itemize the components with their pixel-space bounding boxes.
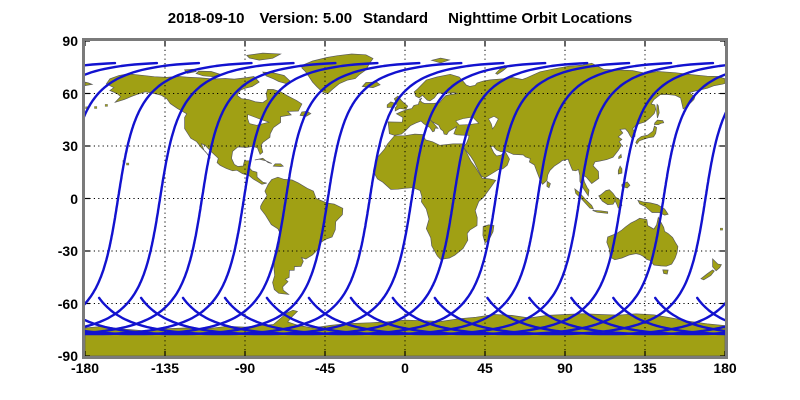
y-axis-label: 0: [70, 190, 78, 207]
land-borneo: [598, 189, 618, 205]
lake-great_lakes: [247, 114, 271, 126]
x-axis-label: -45: [314, 360, 336, 376]
title-version: Version: 5.00: [259, 10, 353, 27]
title-date: 2018-09-10: [167, 10, 245, 27]
island-dot: [94, 106, 98, 109]
island-dot: [126, 162, 130, 166]
land-ellesmere: [246, 52, 282, 61]
land-south_america: [260, 176, 344, 295]
orbit-track: [433, 111, 725, 336]
y-axis-label: 30: [62, 138, 78, 154]
land-greenland: [301, 53, 374, 95]
island-dot: [720, 227, 723, 231]
x-axis-label: -180: [70, 360, 100, 376]
orbit-track: [85, 61, 337, 335]
x-axis-label: 0: [401, 360, 409, 376]
orbit-track: [85, 61, 295, 328]
land-tasmania: [662, 269, 669, 275]
lake-black_sea: [455, 116, 480, 126]
land-svalbard: [430, 57, 451, 64]
land-sri_lanka: [546, 180, 551, 189]
land-nz_south: [700, 269, 715, 281]
x-axis-label: -90: [234, 360, 256, 376]
land-japan_honshu: [635, 125, 657, 145]
y-axis-label: -60: [57, 295, 78, 312]
land-cuba: [254, 157, 272, 164]
land-luzon: [617, 165, 623, 175]
island-dot: [104, 104, 108, 107]
orbit-track: [85, 61, 201, 118]
land-north_america: [105, 73, 303, 185]
land-java: [592, 210, 609, 214]
orbit-track: [85, 61, 253, 306]
x-axis-label: 90: [557, 360, 573, 376]
land-japan_hokkaido: [653, 119, 665, 125]
y-axis-label: 90: [62, 33, 78, 49]
x-axis-label: 180: [713, 360, 737, 376]
x-axis-label: 45: [477, 360, 493, 376]
map-svg: [85, 41, 725, 356]
land-eurasia: [387, 62, 725, 197]
y-axis-label: -30: [57, 243, 78, 259]
land-taiwan: [618, 153, 622, 160]
x-axis-label: 135: [633, 360, 657, 376]
land-sakhalin: [656, 103, 660, 119]
title-name: Nighttime Orbit Locations: [448, 10, 633, 27]
plot-title: 2018-09-10 Version: 5.00 Standard Nightt…: [0, 10, 800, 30]
y-axis-label: 60: [62, 85, 78, 102]
land-hispaniola: [272, 163, 285, 167]
lake-caspian_sea: [488, 115, 499, 130]
y-axis-label: -90: [57, 348, 78, 364]
land-victoria: [195, 70, 222, 78]
land-australia: [606, 216, 679, 267]
land-chukotka_west_sliver: [85, 81, 94, 86]
title-product: Standard: [363, 10, 429, 27]
x-axis-label: -135: [150, 360, 180, 376]
land-nz_north: [712, 258, 722, 272]
